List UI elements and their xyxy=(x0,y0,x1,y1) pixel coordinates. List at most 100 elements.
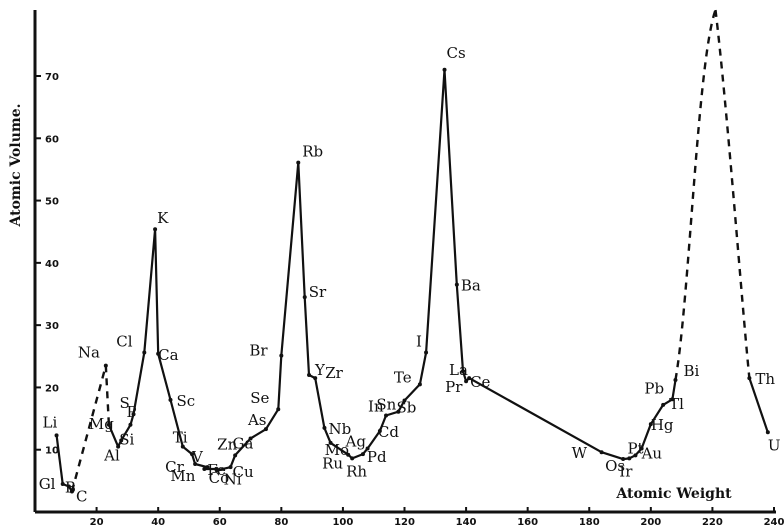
series-line xyxy=(107,68,677,472)
x-tick-label: 40 xyxy=(151,517,165,528)
data-point xyxy=(442,67,447,72)
dashed-segment-bi-peak xyxy=(674,9,717,381)
point-label: Al xyxy=(103,447,120,465)
y-tick-label: 60 xyxy=(45,134,59,145)
data-point xyxy=(131,412,136,417)
data-point xyxy=(765,430,770,435)
series-line xyxy=(55,435,64,485)
x-tick-label: 120 xyxy=(394,517,415,528)
point-label: B xyxy=(65,478,76,496)
data-point xyxy=(153,227,158,232)
data-point xyxy=(627,456,632,461)
data-point xyxy=(322,425,327,430)
point-label: Pd xyxy=(367,448,387,466)
y-tick-label: 10 xyxy=(45,446,59,457)
point-label: S xyxy=(120,394,130,412)
point-label: I xyxy=(416,333,422,351)
point-label: Ba xyxy=(461,277,481,295)
point-label: Nb xyxy=(328,420,351,438)
data-point xyxy=(670,397,675,402)
data-point xyxy=(747,376,752,381)
data-point xyxy=(377,429,382,434)
data-point xyxy=(54,433,59,438)
data-point xyxy=(202,467,207,472)
y-tick-label: 50 xyxy=(45,197,59,208)
data-point xyxy=(346,452,351,457)
point-label: Zn xyxy=(217,435,237,453)
data-point xyxy=(193,462,198,467)
point-label: Rb xyxy=(302,143,323,161)
data-point xyxy=(328,440,333,445)
point-label: Mg xyxy=(89,415,114,433)
data-point xyxy=(302,295,307,300)
point-label: Pt xyxy=(627,439,643,457)
data-point xyxy=(648,422,653,427)
y-tick-label: 20 xyxy=(45,383,59,394)
point-label: Ni xyxy=(224,470,242,488)
point-label: Mo xyxy=(325,441,349,459)
x-tick-label: 60 xyxy=(213,517,227,528)
data-point xyxy=(180,444,185,449)
data-point xyxy=(233,453,238,458)
point-label: Th xyxy=(755,370,775,388)
point-label: Ru xyxy=(322,455,343,473)
point-label: Na xyxy=(78,344,100,362)
point-label: Ga xyxy=(233,435,254,453)
x-ticks: 20 40 60 80 100 120 140 160 180 200 220 240 xyxy=(90,507,784,528)
data-point xyxy=(156,351,161,356)
data-point xyxy=(205,465,210,470)
point-label: Sc xyxy=(176,392,195,410)
data-point xyxy=(279,353,284,358)
y-tick-label: 70 xyxy=(45,72,59,83)
x-tick-label: 200 xyxy=(640,517,661,528)
x-tick-label: 20 xyxy=(90,517,104,528)
point-label: C xyxy=(76,487,87,505)
point-label: Pr xyxy=(445,378,463,396)
data-point xyxy=(142,350,147,355)
point-label: As xyxy=(247,411,267,429)
data-point xyxy=(661,402,666,407)
point-label: Cr xyxy=(165,458,184,476)
data-point xyxy=(103,363,108,368)
data-point xyxy=(69,489,74,494)
data-point xyxy=(417,382,422,387)
data-point xyxy=(313,376,318,381)
data-point xyxy=(365,446,370,451)
data-point xyxy=(402,398,407,403)
point-label: Cl xyxy=(116,333,132,351)
point-label: Br xyxy=(249,342,268,360)
data-point xyxy=(214,468,219,473)
point-label: P xyxy=(126,403,136,421)
point-label: Sr xyxy=(309,283,327,301)
data-point xyxy=(263,427,268,432)
point-label: Bi xyxy=(683,362,699,380)
point-label: Gl xyxy=(39,475,56,493)
point-label: Co xyxy=(209,469,230,487)
data-point xyxy=(66,484,71,489)
dashed-segment-peak-th xyxy=(714,9,751,379)
point-label: Au xyxy=(641,444,663,462)
data-point xyxy=(248,436,253,441)
point-label: Ag xyxy=(345,432,367,450)
data-point xyxy=(60,481,65,486)
data-point xyxy=(128,422,133,427)
point-label: Si xyxy=(119,430,134,448)
x-axis-label: Atomic Weight xyxy=(615,486,732,502)
data-point xyxy=(228,465,233,470)
x-tick-label: 240 xyxy=(764,517,784,528)
y-axis-label: Atomic Volume. xyxy=(8,104,24,228)
data-point xyxy=(350,456,355,461)
point-label: Hg xyxy=(651,416,674,434)
x-tick-label: 140 xyxy=(456,517,477,528)
point-label: K xyxy=(157,209,169,227)
point-label: Cd xyxy=(378,423,399,441)
point-label: Zr xyxy=(325,364,343,382)
data-point xyxy=(454,282,459,287)
data-point xyxy=(599,450,604,455)
series-line xyxy=(748,377,769,433)
data-point xyxy=(296,160,301,165)
point-label: Ir xyxy=(619,462,633,480)
point-label: Li xyxy=(43,413,58,431)
data-point xyxy=(276,407,281,412)
